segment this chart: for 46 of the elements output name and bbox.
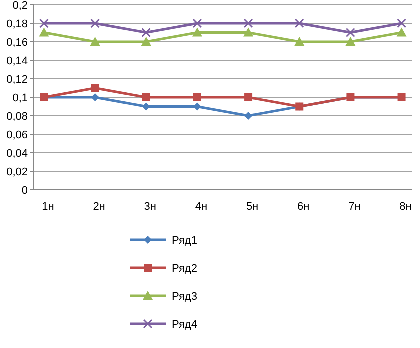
y-tick-label: 0,04 xyxy=(6,148,28,160)
y-tick-label: 0,18 xyxy=(6,18,28,30)
point xyxy=(244,18,254,28)
point xyxy=(294,18,304,28)
point xyxy=(396,28,407,37)
legend-label: Ряд1 xyxy=(172,234,198,247)
x-tick-label: 7н xyxy=(348,201,361,213)
point xyxy=(142,28,152,38)
x-tick-label: 3н xyxy=(144,201,156,213)
y-tick-label: 0,2 xyxy=(12,0,28,12)
legend-label: Ряд3 xyxy=(172,290,198,303)
point xyxy=(142,94,150,102)
x-tick-label: 6н xyxy=(298,201,310,213)
point xyxy=(346,28,356,38)
x-tick-label: 8н xyxy=(400,201,412,213)
x-tick-label: 2н xyxy=(93,201,106,213)
x-tick-label: 5н xyxy=(246,201,259,213)
point xyxy=(294,37,305,46)
legend-label: Ряд2 xyxy=(172,262,198,275)
point xyxy=(141,37,152,46)
y-tick-label: 0,1 xyxy=(12,92,28,104)
y-tick-label: 0,12 xyxy=(6,74,28,86)
point xyxy=(244,28,254,37)
point xyxy=(244,112,253,120)
point xyxy=(90,37,100,46)
point xyxy=(244,94,253,102)
point xyxy=(192,18,202,28)
point xyxy=(192,28,202,37)
y-tick-label: 0,14 xyxy=(6,55,28,68)
y-tick-label: 0,02 xyxy=(6,166,28,178)
point xyxy=(39,28,50,37)
point xyxy=(90,18,100,28)
point xyxy=(346,37,356,46)
point xyxy=(142,102,150,111)
y-tick-label: 0 xyxy=(22,184,28,197)
x-tick-label: 1н xyxy=(42,201,54,213)
point xyxy=(397,18,407,28)
y-tick-label: 0,06 xyxy=(6,129,28,142)
x-tick-label: 4н xyxy=(195,201,208,213)
point xyxy=(193,94,202,102)
point xyxy=(91,94,100,102)
point xyxy=(39,18,49,28)
point xyxy=(91,84,100,92)
legend-label: Ряд4 xyxy=(172,318,198,331)
y-tick-label: 0,08 xyxy=(6,110,28,123)
y-tick-label: 0,16 xyxy=(6,36,28,49)
